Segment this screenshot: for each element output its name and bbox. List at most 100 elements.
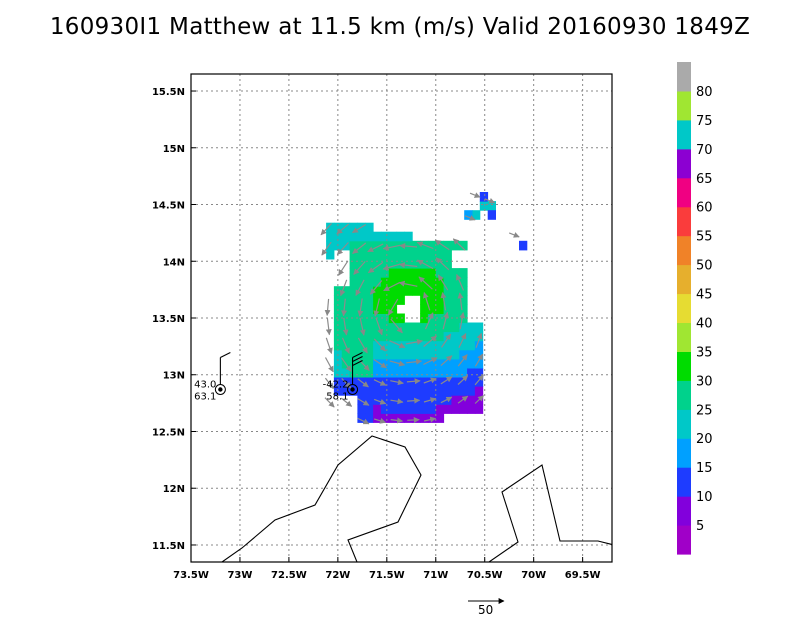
wind-vector [423, 377, 437, 384]
wind-cell [396, 395, 405, 405]
wind-vector [390, 318, 403, 334]
wind-cell [388, 386, 398, 396]
wind-cell [388, 268, 398, 278]
wind-cell [479, 201, 489, 211]
wind-cell [365, 395, 374, 405]
wind-cell [435, 340, 445, 351]
wind-cell [420, 295, 429, 305]
wind-cell [404, 349, 413, 360]
wind-vector [357, 417, 370, 425]
wind-cell [451, 404, 460, 414]
wind-cell [427, 268, 437, 278]
reference-vector-label: 50 [478, 603, 493, 617]
wind-cell [388, 413, 398, 423]
colorbar-segment [677, 496, 691, 526]
wind-vector [340, 397, 353, 407]
wind-cell [472, 210, 481, 220]
colorbar-label: 75 [696, 114, 713, 129]
wind-vector [341, 337, 350, 354]
wind-vector [324, 397, 335, 408]
wind-cell [459, 268, 468, 278]
colorbar-label: 35 [696, 345, 713, 360]
wind-cell [451, 395, 460, 405]
wind-vector [423, 416, 437, 423]
wind-cell [435, 331, 445, 342]
wind-vector [356, 357, 370, 371]
chart-title: 160930I1 Matthew at 11.5 km (m/s) Valid … [49, 14, 751, 40]
wind-cell [396, 295, 405, 305]
wind-cell [459, 386, 468, 396]
wind-cell [404, 277, 413, 287]
wind-cell [451, 377, 460, 387]
colorbar-segment [677, 438, 691, 468]
wind-cell [357, 259, 366, 269]
wind-cell [464, 210, 473, 220]
wind-cell [396, 268, 405, 278]
wind-cell [420, 313, 429, 324]
y-tick-label: 12N [163, 484, 185, 495]
wind-vector [390, 379, 404, 386]
wind-cell [427, 240, 437, 251]
wind-cell [420, 286, 429, 296]
wind-vector [369, 280, 383, 295]
wind-cell [373, 259, 382, 269]
wind-vector [422, 292, 431, 311]
wind-vector [434, 239, 450, 251]
wind-cell [412, 322, 421, 333]
wind-cell [357, 322, 366, 333]
wind-vector [390, 398, 404, 405]
wind-cell [459, 367, 468, 378]
wind-cell [427, 259, 437, 269]
wind-cell [349, 249, 358, 260]
wind-vector [321, 241, 332, 256]
wind-vector [359, 317, 366, 336]
wind-barb-flag [352, 356, 363, 362]
colorbar-segment [677, 177, 691, 208]
colorbar-label: 10 [696, 490, 713, 505]
wind-cell [404, 340, 413, 351]
x-tick-label: 71W [423, 570, 448, 581]
wind-cell [365, 404, 374, 414]
wind-cell [380, 331, 390, 342]
wind-cell [443, 277, 452, 287]
wind-cell [333, 231, 343, 242]
wind-cell [459, 295, 468, 305]
wind-cell [435, 249, 445, 260]
wind-vector [474, 395, 484, 404]
wind-cell [365, 377, 374, 387]
wind-vector [484, 198, 496, 204]
wind-cell [420, 404, 429, 414]
wind-cell [365, 340, 374, 351]
wind-cell [380, 249, 390, 260]
wind-cell [357, 231, 366, 242]
wind-vector [440, 355, 453, 367]
wind-vector [398, 262, 418, 269]
wind-cell [451, 349, 460, 360]
x-tick-label: 71.5W [369, 570, 405, 581]
wind-cell [451, 295, 460, 305]
wind-cell [404, 231, 413, 242]
station-value-top: -42.2 [323, 379, 349, 390]
wind-cell [373, 413, 382, 423]
wind-cell [333, 331, 343, 342]
y-tick-label: 14N [163, 257, 185, 268]
wind-barb-flag [352, 352, 363, 358]
wind-cell [357, 268, 366, 278]
wind-vector [452, 238, 466, 251]
wind-vector [423, 335, 437, 347]
wind-cell [349, 304, 358, 314]
station-dot [350, 387, 355, 392]
wind-cell [427, 340, 437, 351]
wind-cell [349, 367, 358, 378]
colorbar-label: 25 [696, 403, 713, 418]
wind-cell [380, 268, 390, 278]
wind-cell [412, 404, 421, 414]
wind-cell [467, 386, 476, 396]
wind-vector [458, 332, 467, 348]
wind-cell [388, 231, 398, 242]
wind-cell [388, 340, 398, 351]
wind-cell [357, 349, 366, 360]
wind-cell [435, 367, 445, 378]
wind-cell [474, 340, 484, 351]
colorbar-segment [677, 264, 691, 295]
